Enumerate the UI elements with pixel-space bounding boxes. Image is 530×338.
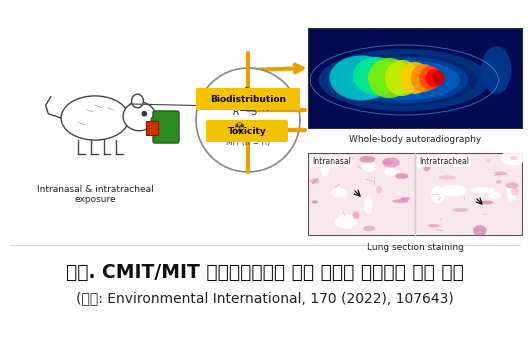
Text: R: R [233, 107, 240, 117]
Ellipse shape [330, 55, 394, 100]
FancyBboxPatch shape [196, 88, 300, 110]
Ellipse shape [131, 94, 144, 108]
Ellipse shape [509, 156, 518, 160]
Ellipse shape [430, 186, 445, 203]
Ellipse shape [364, 195, 373, 215]
Ellipse shape [353, 57, 400, 95]
Ellipse shape [395, 173, 409, 179]
Ellipse shape [359, 156, 375, 163]
FancyBboxPatch shape [206, 120, 288, 142]
Text: CMIT (R = Cl): CMIT (R = Cl) [223, 125, 273, 135]
Ellipse shape [61, 96, 129, 140]
Text: Intranasal: Intranasal [312, 156, 351, 166]
Bar [308, 153, 522, 235]
Text: 그림. CMIT/MIT 가습기살균제의 체내 거동과 독성평가 연구 결과: 그림. CMIT/MIT 가습기살균제의 체내 거동과 독성평가 연구 결과 [66, 263, 464, 282]
Text: Lung section staining: Lung section staining [367, 243, 463, 252]
Text: ||: || [244, 98, 249, 105]
Text: Whole-body autoradiography: Whole-body autoradiography [349, 136, 481, 145]
Ellipse shape [419, 66, 440, 90]
Circle shape [196, 68, 300, 172]
Ellipse shape [332, 54, 477, 106]
Ellipse shape [473, 225, 487, 236]
FancyBboxPatch shape [146, 121, 158, 135]
Ellipse shape [426, 69, 443, 87]
Ellipse shape [432, 71, 445, 85]
Ellipse shape [383, 161, 392, 165]
Text: S: S [250, 107, 256, 117]
Ellipse shape [494, 171, 507, 175]
Text: Toxicity: Toxicity [227, 126, 267, 136]
Ellipse shape [385, 167, 396, 176]
Ellipse shape [481, 46, 511, 94]
Ellipse shape [411, 64, 436, 92]
Ellipse shape [428, 224, 440, 227]
Ellipse shape [151, 116, 161, 123]
FancyBboxPatch shape [153, 111, 179, 143]
Ellipse shape [440, 185, 467, 196]
Ellipse shape [385, 60, 419, 96]
Text: Intratracheal: Intratracheal [419, 156, 469, 166]
Ellipse shape [507, 184, 516, 201]
Ellipse shape [485, 159, 491, 162]
Text: Biodistribution: Biodistribution [210, 95, 286, 103]
Ellipse shape [310, 178, 319, 184]
Ellipse shape [336, 153, 343, 163]
Ellipse shape [438, 175, 456, 180]
Ellipse shape [349, 60, 460, 100]
Ellipse shape [511, 188, 519, 195]
Text: MIT (R = H): MIT (R = H) [226, 138, 270, 146]
Text: Intranasal & intratracheal
exposure: Intranasal & intratracheal exposure [37, 185, 153, 204]
Ellipse shape [400, 62, 430, 94]
Ellipse shape [321, 159, 330, 177]
Ellipse shape [363, 226, 376, 231]
Ellipse shape [423, 164, 430, 171]
Ellipse shape [312, 200, 318, 204]
Ellipse shape [489, 192, 502, 199]
Ellipse shape [368, 58, 411, 98]
Ellipse shape [481, 200, 493, 204]
Ellipse shape [319, 49, 490, 111]
Text: N: N [262, 103, 270, 113]
Ellipse shape [340, 57, 469, 103]
Circle shape [142, 112, 146, 116]
Ellipse shape [506, 183, 518, 189]
Ellipse shape [496, 180, 502, 184]
Ellipse shape [363, 161, 376, 172]
Ellipse shape [352, 211, 359, 219]
Ellipse shape [123, 102, 155, 131]
Ellipse shape [382, 158, 400, 168]
Text: O: O [242, 87, 250, 97]
Ellipse shape [331, 188, 348, 198]
Ellipse shape [392, 199, 409, 203]
Ellipse shape [501, 149, 525, 166]
Text: (출처: Environmental International, 170 (2022), 107643): (출처: Environmental International, 170 (2… [76, 291, 454, 305]
Ellipse shape [453, 208, 469, 212]
Text: $-$CH$_3$: $-$CH$_3$ [269, 98, 293, 110]
Text: ☢: ☢ [234, 121, 245, 135]
Ellipse shape [335, 214, 358, 229]
Ellipse shape [376, 186, 382, 193]
Ellipse shape [401, 197, 410, 200]
Bar [308, 28, 522, 128]
Ellipse shape [470, 187, 494, 193]
